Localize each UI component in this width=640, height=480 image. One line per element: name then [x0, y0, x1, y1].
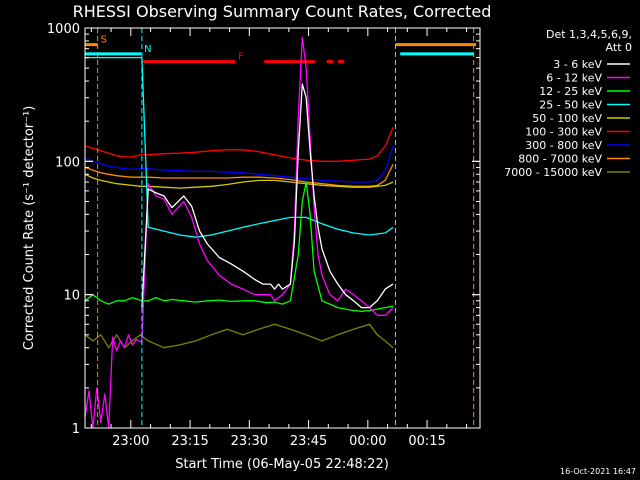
series-7000-15000-kev [84, 323, 394, 349]
series-800-7000-kev [84, 164, 394, 187]
y-axis-label: Corrected Count Rate (s⁻¹ detector⁻¹) [22, 106, 37, 351]
plot-frame [84, 27, 481, 429]
y-axis: 1 10 100 1000 [47, 22, 480, 437]
footer-date: 16-Oct-2021 16:47 [560, 467, 636, 476]
legend-header-line1: Det 1,3,4,5,6,9, [546, 28, 632, 41]
x-tick-label-0015: 00:15 [408, 434, 445, 449]
series-100-300-kev [84, 127, 394, 162]
series-layer [84, 36, 394, 429]
series-300-800-kev [84, 145, 394, 183]
legend-label-3-6-kev: 3 - 6 keV [553, 58, 602, 71]
legend-label-25-50-kev: 25 - 50 keV [539, 99, 602, 112]
legend-label-300-800-kev: 300 - 800 keV [525, 139, 602, 152]
flag-label-f: F [238, 52, 244, 63]
legend-label-6-12-kev: 6 - 12 keV [546, 72, 602, 85]
y-tick-label-10: 10 [63, 289, 80, 304]
flag-label-s: S [101, 35, 107, 46]
x-axis-label: Start Time (06-May-05 22:48:22) [175, 457, 389, 472]
legend-label-7000-15000-kev: 7000 - 15000 keV [504, 166, 602, 179]
legend-label-12-25-kev: 12 - 25 keV [539, 85, 602, 98]
x-tick-label-2330: 23:30 [231, 434, 268, 449]
chart-title: RHESSI Observing Summary Count Rates, Co… [73, 2, 492, 21]
series-3-6-kev [141, 83, 394, 309]
flag-label-n: N [144, 44, 151, 55]
x-tick-label-2300: 23:00 [112, 434, 149, 449]
series-12-25-kev [84, 181, 394, 312]
legend-label-800-7000-kev: 800 - 7000 keV [518, 153, 602, 166]
y-tick-label-100: 100 [55, 155, 80, 170]
x-tick-label-0000: 00:00 [349, 434, 386, 449]
legend-header-line2: Att 0 [606, 41, 632, 54]
series-6-12-kev [84, 36, 394, 429]
vlines-layer [97, 28, 475, 428]
flags-layer: S N F [85, 35, 477, 64]
x-tick-label-2345: 23:45 [290, 434, 327, 449]
legend-label-100-300-kev: 100 - 300 keV [525, 126, 602, 139]
y-tick-label-1: 1 [72, 422, 80, 437]
series-25-50-kev [85, 56, 394, 238]
y-tick-label-1000: 1000 [47, 22, 80, 37]
x-axis: 23:00 23:15 23:30 23:45 00:00 00:15 [90, 28, 468, 449]
legend-label-50-100-kev: 50 - 100 keV [532, 112, 602, 125]
series-50-100-kev [84, 173, 394, 189]
x-tick-label-2315: 23:15 [171, 434, 208, 449]
